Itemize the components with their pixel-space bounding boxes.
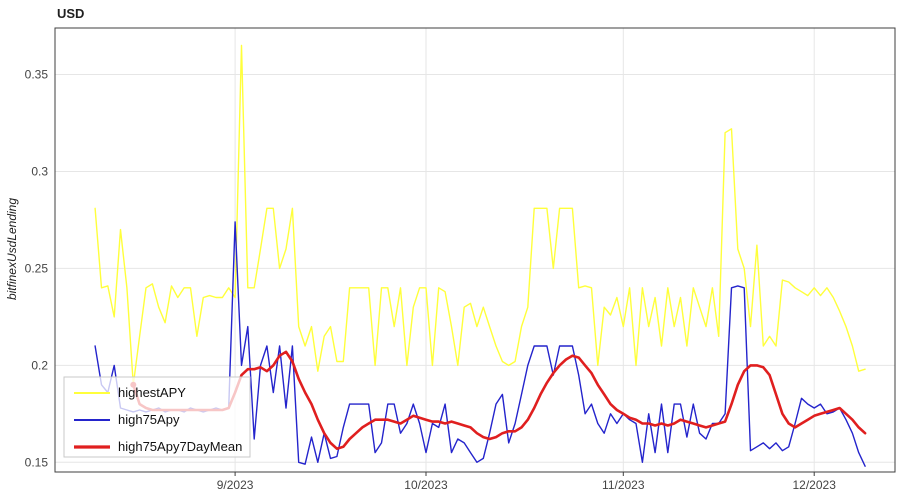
y-tick-label: 0.15 xyxy=(25,455,49,469)
x-tick-label: 11/2023 xyxy=(602,478,645,492)
x-tick-label: 10/2023 xyxy=(404,478,448,492)
y-tick-label: 0.25 xyxy=(25,261,49,275)
series-high75Apy7DayMean-line xyxy=(132,350,867,450)
y-tick-label: 0.3 xyxy=(31,165,48,179)
y-tick-label: 0.2 xyxy=(31,358,48,372)
legend-box xyxy=(63,376,251,458)
plot-frame xyxy=(54,27,896,473)
x-tick-label: 12/2023 xyxy=(793,478,837,492)
series-highestAPY-line xyxy=(94,44,866,386)
legend-label-high75Apy7DayMean[interactable]: high75Apy7DayMean xyxy=(118,439,242,454)
chart-title: USD xyxy=(57,6,85,21)
legend-label-high75Apy[interactable]: high75Apy xyxy=(118,412,180,427)
y-axis-label: bitfinexUsdLending xyxy=(5,197,19,301)
y-tick-label: 0.35 xyxy=(25,68,49,82)
x-tick-label: 9/2023 xyxy=(217,478,254,492)
legend-label-highestAPY[interactable]: highestAPY xyxy=(118,385,186,400)
